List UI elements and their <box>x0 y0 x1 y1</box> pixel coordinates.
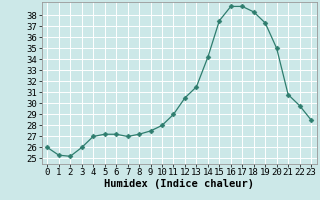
X-axis label: Humidex (Indice chaleur): Humidex (Indice chaleur) <box>104 179 254 189</box>
